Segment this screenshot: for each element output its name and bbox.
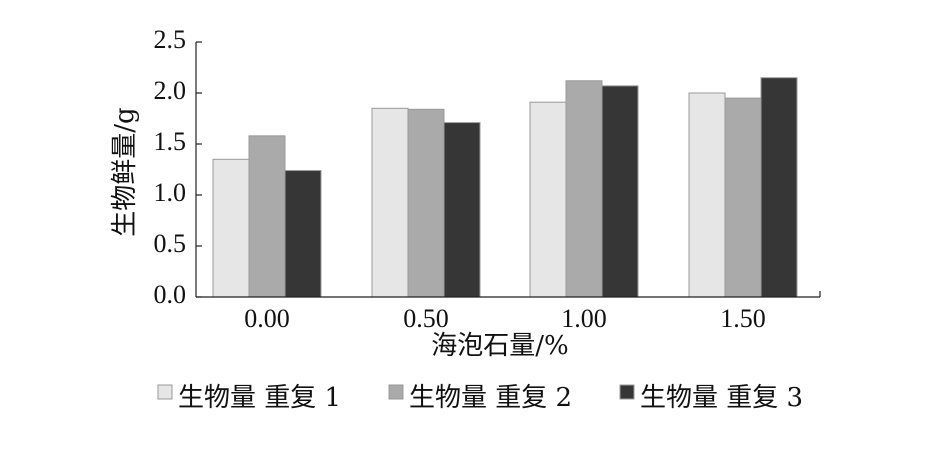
x-tick-label: 1.50 (720, 304, 766, 333)
x-tick-label: 0.50 (403, 304, 449, 333)
y-tick-label: 1.0 (154, 178, 187, 207)
legend-item-series1: 生物量 重复 1 (157, 383, 341, 413)
legend-swatch (619, 384, 635, 400)
bar-series3-0.50 (443, 122, 481, 298)
axes-layer (195, 42, 821, 298)
y-tick-label: 2.5 (154, 25, 187, 54)
y-ticks-layer: 0.0 0.5 1.0 1.5 2.0 2.5 (154, 25, 202, 309)
x-tick-label: 0.00 (244, 304, 290, 333)
bar-series3-1.50 (760, 77, 798, 298)
y-axis-title: 生物鲜量/g (110, 107, 140, 236)
legend-swatch (388, 384, 404, 400)
bar-series1-1.50 (688, 92, 726, 298)
bar-series2-0.00 (248, 135, 286, 298)
bars-layer (212, 77, 798, 298)
y-tick-label: 2.0 (154, 76, 187, 105)
bar-series3-1.00 (601, 85, 639, 298)
x-tick-label: 1.00 (561, 304, 607, 333)
x-axis-title: 海泡石量/% (431, 331, 568, 361)
bar-series1-1.00 (529, 101, 567, 298)
bar-series2-1.50 (724, 97, 762, 298)
legend: 生物量 重复 1 生物量 重复 2 生物量 重复 3 (157, 383, 803, 413)
x-ticks-layer: 0.00 0.50 1.00 1.50 (244, 304, 766, 333)
legend-item-series2: 生物量 重复 2 (388, 383, 572, 413)
y-tick-label: 1.5 (154, 127, 187, 156)
legend-item-series3: 生物量 重复 3 (619, 383, 803, 413)
bar-series2-0.50 (407, 108, 445, 298)
y-tick-label: 0.5 (154, 229, 187, 258)
bar-series1-0.00 (212, 158, 250, 298)
y-tick-label: 0.0 (154, 280, 187, 309)
legend-label: 生物量 重复 1 (178, 383, 341, 413)
bar-series1-0.50 (371, 107, 409, 298)
bar-series2-1.00 (565, 80, 603, 298)
legend-label: 生物量 重复 2 (409, 383, 572, 413)
bar-series3-0.00 (284, 170, 322, 298)
legend-label: 生物量 重复 3 (640, 383, 803, 413)
legend-swatch (157, 384, 173, 400)
